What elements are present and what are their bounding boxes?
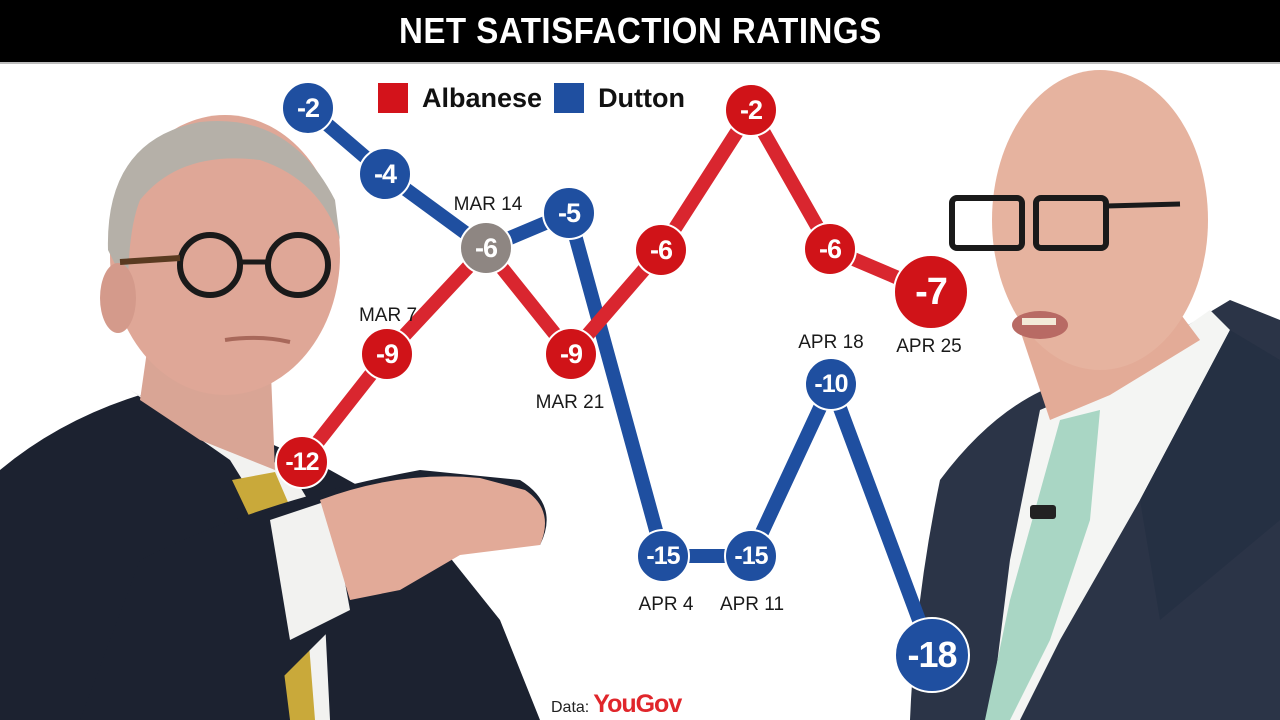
albanese-node-latest: -7 — [893, 254, 969, 330]
yougov-logo: YouGov — [593, 690, 682, 718]
date-label-mar7: MAR 7 — [358, 305, 418, 326]
dutton-portrait-illustration — [910, 70, 1280, 720]
legend-label-albanese: Albanese — [422, 82, 543, 113]
date-label-apr11: APR 11 — [719, 594, 785, 615]
date-label-apr4: APR 4 — [638, 594, 694, 615]
source-prefix: Data: — [551, 699, 590, 716]
title-divider — [0, 62, 1280, 64]
legend-swatch-albanese — [378, 83, 408, 113]
dutton-node: -4 — [358, 147, 412, 201]
dutton-node: -15 — [636, 529, 690, 583]
legend-swatch-dutton — [554, 83, 585, 113]
albanese-node: -6 — [803, 222, 857, 276]
dutton-node-latest: -18 — [894, 617, 970, 693]
albanese-node: -2 — [724, 83, 778, 137]
albanese-photo — [0, 64, 560, 720]
legend-label-dutton: Dutton — [598, 82, 686, 113]
albanese-node: -9 — [360, 327, 414, 381]
date-label-apr18: APR 18 — [798, 332, 864, 353]
dutton-node: -5 — [542, 186, 596, 240]
date-label-apr25: APR 25 — [896, 336, 962, 357]
dutton-node: -2 — [281, 81, 335, 135]
title-bar: NET SATISFACTION RATINGS — [0, 0, 1280, 62]
dutton-node: -15 — [724, 529, 778, 583]
albanese-node: -9 — [544, 327, 598, 381]
shared-node-mar14: -6 — [459, 221, 513, 275]
data-source: Data: YouGov — [551, 690, 682, 719]
dutton-node: -10 — [804, 357, 858, 411]
dutton-photo — [880, 64, 1280, 720]
date-label-mar14: MAR 14 — [453, 194, 523, 215]
date-label-mar21: MAR 21 — [535, 392, 605, 413]
albanese-node: -12 — [275, 435, 329, 489]
albanese-portrait-illustration — [0, 115, 547, 720]
albanese-node: -6 — [634, 223, 688, 277]
legend: Albanese Dutton — [378, 82, 697, 114]
chart-title: NET SATISFACTION RATINGS — [398, 10, 882, 51]
